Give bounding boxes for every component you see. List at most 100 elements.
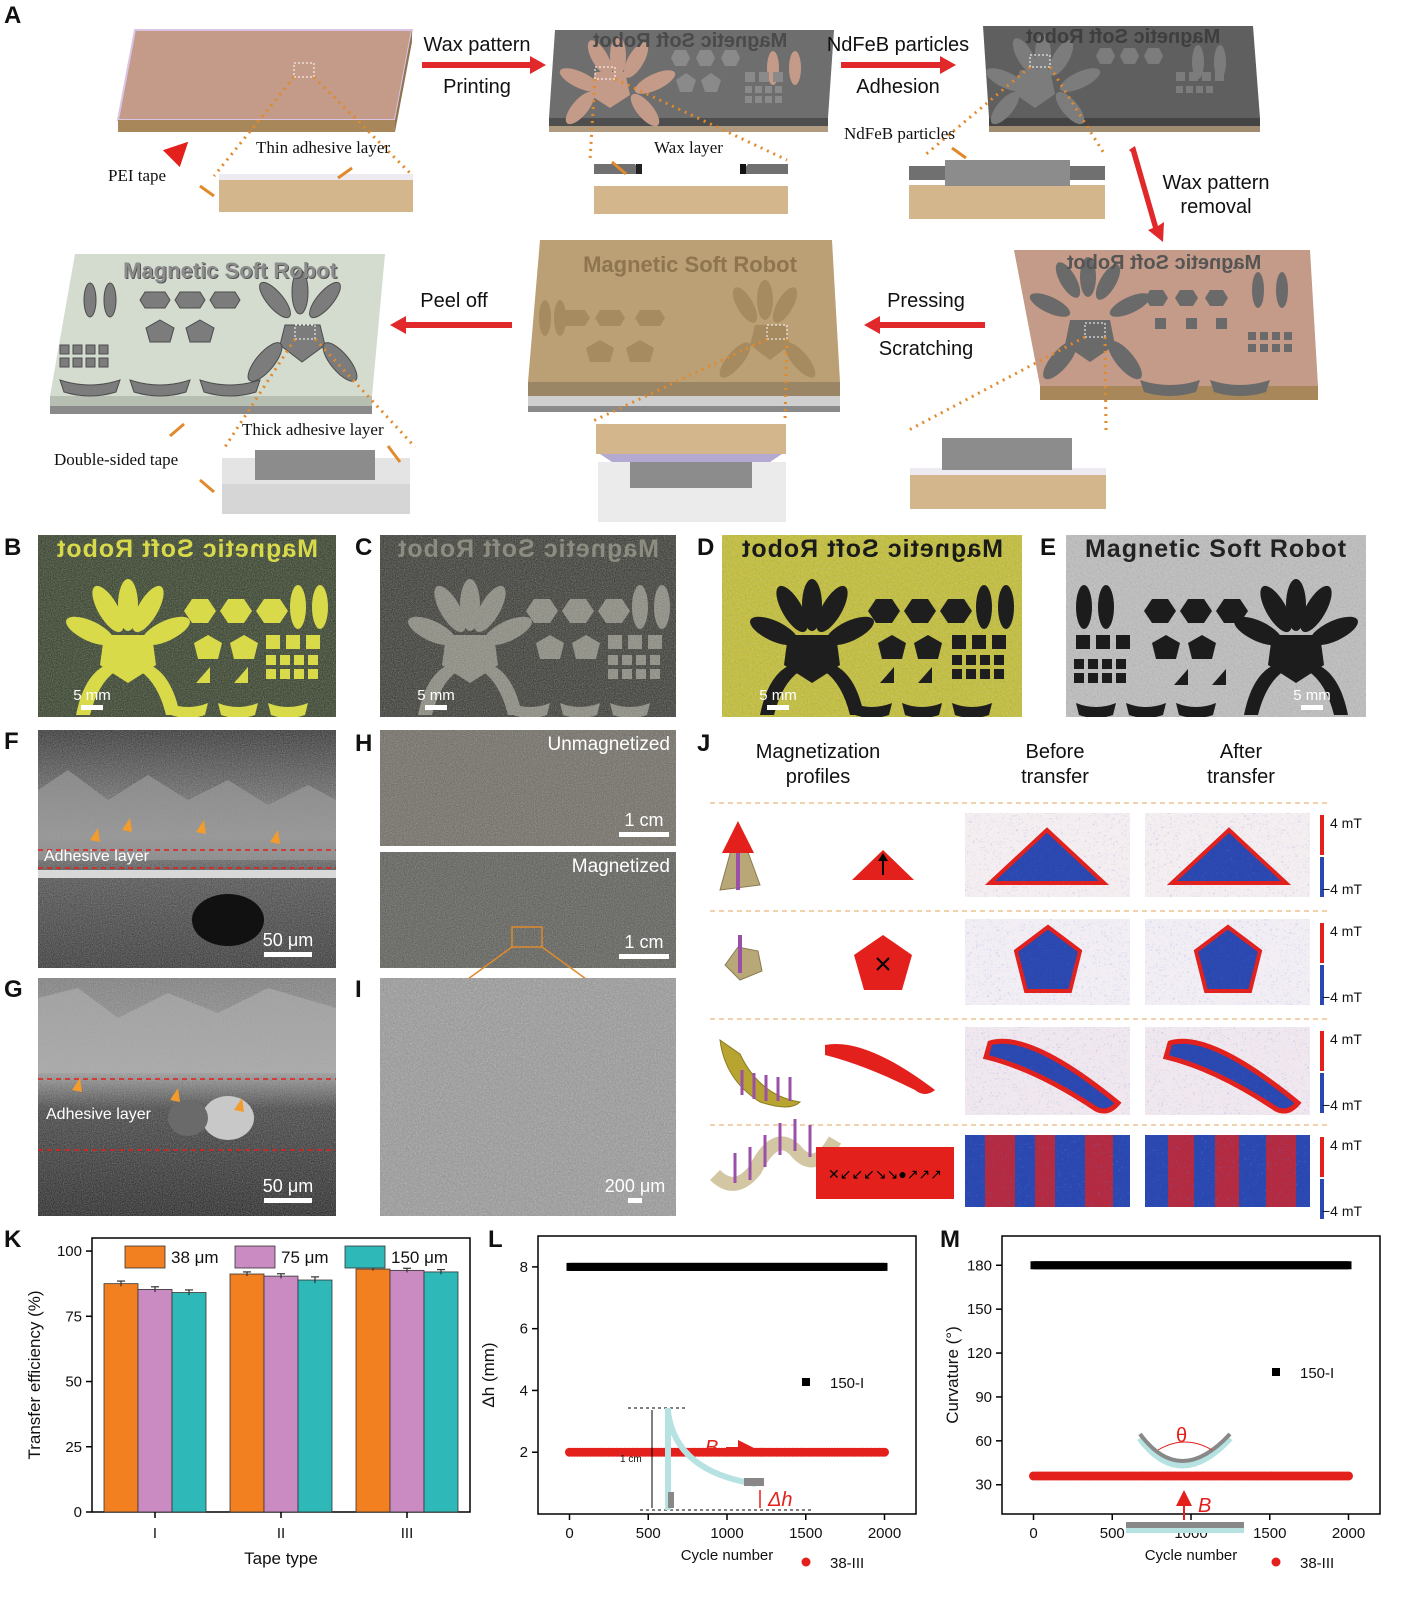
k-legend-swatch-0 [124, 1245, 166, 1269]
scale-bar-c: 5 mm [410, 687, 462, 710]
m-ytick-label: 90 [975, 1389, 992, 1406]
label-thick-adhesive: Thick adhesive layer [242, 420, 384, 439]
l-inset-magnet-base [668, 1492, 674, 1508]
k-ytick-label: 100 [57, 1243, 82, 1260]
removal-board [1014, 250, 1318, 400]
l-legend-label-0: 150-I [830, 1375, 864, 1392]
m-inset: θB [1126, 1425, 1244, 1533]
l-inset-field-label: B [705, 1437, 718, 1459]
k-bar-0-1 [137, 1289, 173, 1513]
k-ylabel: Transfer efficiency (%) [25, 1290, 44, 1459]
sem-f: Adhesive layer 50 μm [38, 730, 336, 968]
l-inset-length-label: 1 cm [620, 1454, 642, 1465]
cb3-min: −4 mT [1322, 1097, 1363, 1113]
k-ytick-label: 50 [65, 1374, 82, 1391]
panel-label-m: M [940, 1226, 960, 1253]
m-xtick-label: 1500 [1253, 1525, 1286, 1542]
k-xtick-label: I [153, 1525, 157, 1542]
k-bar-0-2 [171, 1292, 207, 1513]
step-wax-removal-2: removal [1180, 196, 1252, 218]
k-bar-2-2 [423, 1271, 459, 1513]
l-xtick-label: 1500 [789, 1525, 822, 1542]
l-xlabel: Cycle number [681, 1547, 774, 1564]
scale-bar-h2-label: 1 cm [624, 932, 664, 952]
label-thin-adhesive: Thin adhesive layer [256, 138, 391, 157]
label-pei-tape: PEI tape [108, 166, 167, 185]
m-inset-angle-label: θ [1176, 1425, 1187, 1447]
k-bar-0-0 [103, 1283, 139, 1513]
m-legend-marker-0 [1272, 1368, 1280, 1376]
j-header-before: Before transfer [1021, 741, 1089, 788]
scale-bar-h1: 1 cm [616, 810, 672, 837]
k-ytick-label: 25 [65, 1439, 82, 1456]
m-legend-marker-1 [1271, 1557, 1281, 1567]
k-xlabel: Tape type [244, 1549, 318, 1568]
step-printing: Printing [443, 76, 511, 98]
k-bar-1-0 [229, 1273, 265, 1513]
cb2-max: 4 mT [1330, 923, 1362, 939]
scale-bar-g-label: 50 μm [262, 1176, 314, 1196]
scale-bar-g: 50 μm [256, 1176, 320, 1203]
j-row-pentagon [724, 919, 1310, 1005]
panel-label-a: A [4, 2, 22, 29]
board-title-removal: Magnetic Soft Robot [1066, 252, 1262, 274]
chart-l: 2 4 6 8 0 500 1000 1500 2000 Cycle number Δh (mm) 1… [480, 1235, 917, 1572]
m-inset-angle-arc [1157, 1441, 1213, 1451]
m-inset-bent-magnet [1138, 1432, 1232, 1463]
l-ytick-label: 8 [520, 1259, 528, 1276]
cb2-min: −4 mT [1322, 989, 1363, 1005]
j-colorbars [1320, 815, 1324, 1219]
j-row-petal [719, 1027, 1310, 1115]
pressing-board [528, 240, 840, 412]
l-inset-delta-label: Δh [767, 1489, 793, 1511]
m-legend-label-1: 38-III [1300, 1555, 1334, 1572]
cb1-min: −4 mT [1322, 881, 1363, 897]
m-series-0 [1030, 1261, 1352, 1270]
m-xtick-label: 0 [1029, 1525, 1037, 1542]
step-wax-removal-1: Wax pattern [1162, 172, 1270, 194]
m-point [1345, 1261, 1352, 1270]
step-wax-pattern: Wax pattern [423, 34, 531, 56]
cb4-max: 4 mT [1330, 1137, 1362, 1153]
label-unmagnetized: Unmagnetized [547, 734, 670, 755]
m-ylabel: Curvature (°) [943, 1326, 962, 1423]
label-double-sided-tape: Double-sided tape [54, 450, 179, 469]
m-legend-label-0: 150-I [1300, 1365, 1334, 1382]
k-bar-1-2 [297, 1279, 333, 1513]
l-xtick-label: 500 [636, 1525, 661, 1542]
k-xtick-label: III [401, 1525, 414, 1542]
step-pressing: Pressing [887, 290, 965, 312]
k-bar-2-1 [389, 1269, 425, 1513]
j-header-after: After transfer [1207, 741, 1275, 788]
photo-c-title: Magnetic Soft Robot [396, 535, 660, 563]
panel-label-h: H [355, 730, 373, 757]
l-point [881, 1262, 888, 1271]
scale-bar-f-label: 50 μm [262, 930, 314, 950]
label-ndfeb-particles: NdFeB particles [844, 124, 955, 143]
panel-label-e: E [1040, 534, 1057, 561]
k-legend-swatch-1 [234, 1245, 276, 1269]
svg-text:✕↙↙↙↘↘●↗↗↗: ✕↙↙↙↘↘●↗↗↗ [828, 1166, 942, 1182]
sem-i: 200 μm [380, 978, 676, 1216]
l-inset-strip-curve [665, 1411, 757, 1487]
panel-label-j: J [697, 730, 711, 757]
l-ytick-label: 4 [520, 1382, 528, 1399]
photo-c: Magnetic Soft Robot 5 mm [380, 535, 676, 717]
panel-label-b: B [4, 534, 22, 561]
step-adhesion: Adhesion [856, 76, 940, 98]
m-inset-bent-strip [1137, 1435, 1233, 1469]
scale-bar-b: 5 mm [66, 687, 118, 710]
m-ytick-label: 30 [975, 1477, 992, 1494]
magnetization-panel: ✕↙↙↙↘↘●↗↗↗ [710, 802, 1330, 1219]
l-inset: 1 cm B Δh [620, 1407, 812, 1511]
m-inset-flat-magnet [1126, 1522, 1244, 1528]
m-inset-field-label: B [1198, 1495, 1211, 1517]
k-legend-label-2: 150 μm [391, 1248, 448, 1267]
k-legend-label-1: 75 μm [281, 1248, 329, 1267]
wax-board [549, 30, 834, 132]
panel-label-g: G [4, 976, 23, 1003]
double-sided-board [50, 254, 385, 414]
pei-board-1 [116, 29, 414, 132]
